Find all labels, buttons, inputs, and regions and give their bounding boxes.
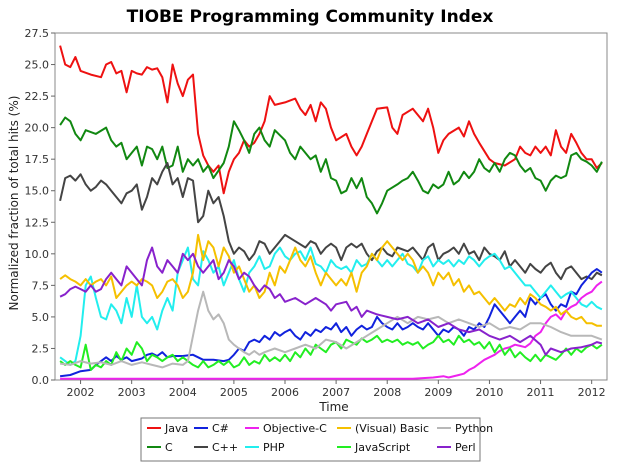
x-tick-label: 2012 [578, 386, 606, 399]
x-tick-label: 2004 [169, 386, 197, 399]
series-line-javascript [59, 334, 603, 371]
legend-label-perl: Perl [455, 441, 476, 454]
series-line-c [59, 116, 603, 215]
y-tick-label: 10.0 [25, 248, 50, 261]
series-line-python [59, 290, 603, 369]
y-tick-label: 20.0 [25, 122, 50, 135]
x-axis-label: Time [318, 400, 348, 414]
x-tick-label: 2010 [475, 386, 503, 399]
legend: Java C# Objective-C (Visual) Basic Python C C+… [140, 417, 493, 462]
legend-label-javascript: JavaScript [354, 441, 411, 454]
legend-label-php: PHP [263, 441, 285, 454]
x-tick-label: 2006 [271, 386, 299, 399]
y-tick-label: 2.5 [32, 342, 50, 355]
y-axis-label: Normalized fraction of total hits (%) [7, 96, 21, 311]
x-tick-label: 2007 [322, 386, 350, 399]
axes: 0.0 2.5 5.0 7.5 10.0 12.5 15.0 17.5 20.0 22.5 25.0… [25, 27, 606, 399]
x-tick-label: 2003 [118, 386, 146, 399]
legend-box [140, 417, 481, 462]
chart-title: TIOBE Programming Community Index [127, 7, 494, 27]
y-tick-label: 12.5 [25, 216, 50, 229]
x-tick-label: 2005 [220, 386, 248, 399]
y-tick-label: 15.0 [25, 185, 50, 198]
y-tick-label: 0.0 [32, 374, 50, 387]
x-tick-label: 2008 [373, 386, 401, 399]
series-line-objective-c [60, 280, 603, 380]
y-tick-label: 17.5 [25, 153, 50, 166]
legend-label-java: Java [164, 422, 188, 435]
legend-label-cpp: C++ [212, 441, 238, 454]
series-line-visual-basic [59, 233, 602, 327]
series-line-php [59, 246, 603, 366]
y-tick-label: 5.0 [32, 311, 50, 324]
legend-label-csharp: C# [212, 422, 229, 435]
x-tick-label: 2002 [67, 386, 95, 399]
series-line-perl [59, 246, 603, 356]
y-tick-label: 27.5 [25, 27, 50, 40]
series-line-cpp [59, 162, 603, 281]
legend-label-objective-c: Objective-C [263, 422, 327, 435]
y-tick-label: 25.0 [25, 59, 50, 72]
x-tick-label: 2009 [424, 386, 452, 399]
series-line-java [59, 45, 603, 195]
legend-label-python: Python [455, 422, 493, 435]
series-layer [59, 45, 603, 380]
legend-label-visual-basic: (Visual) Basic [355, 422, 429, 435]
x-tick-label: 2011 [527, 386, 555, 399]
legend-label-c: C [165, 441, 173, 454]
y-tick-label: 22.5 [25, 90, 50, 103]
y-tick-label: 7.5 [32, 279, 50, 292]
